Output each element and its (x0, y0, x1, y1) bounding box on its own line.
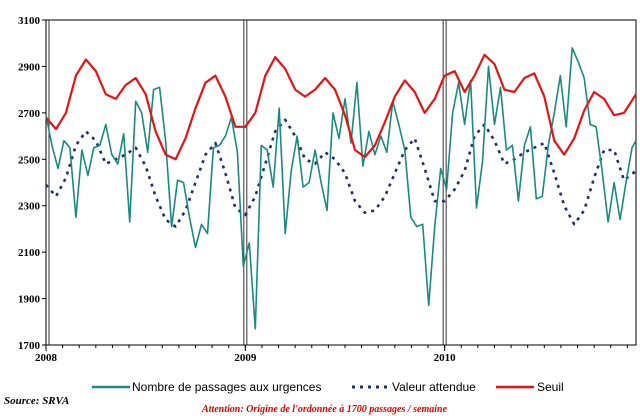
source-label: Source: SRVA (4, 395, 69, 407)
series-line-seuil (45, 53, 637, 161)
legend: Nombre de passages aux urgences Valeur a… (92, 380, 564, 394)
legend-label-passages: Nombre de passages aux urgences (132, 380, 321, 394)
x-tick-label: 2010 (434, 352, 457, 364)
y-tick-label: 2700 (18, 108, 41, 120)
y-tick-label: 2900 (18, 61, 41, 73)
series-layer (45, 47, 637, 330)
x-tick-label: 2009 (234, 352, 257, 364)
y-tick-label: 2300 (18, 201, 41, 213)
y-tick-label: 2500 (18, 154, 41, 166)
attention-note: Attention: Origine de l'ordonnée à 1700 … (201, 404, 448, 415)
plot-area (45, 19, 637, 346)
y-tick-label: 1700 (18, 340, 41, 352)
series-line-passages (45, 47, 637, 330)
axes-layer: 1700 1900 2100 2300 2500 2700 2900 3100 2008 2009… (18, 15, 628, 364)
x-tick-label: 2008 (35, 352, 58, 364)
y-tick-label: 2100 (18, 247, 41, 259)
plot-frame (45, 19, 637, 346)
y-tick-label: 3100 (18, 15, 41, 27)
series-line-attendue (45, 118, 637, 228)
legend-label-seuil: Seuil (537, 380, 564, 394)
y-tick-label: 1900 (18, 294, 41, 306)
legend-label-attendue: Valeur attendue (392, 380, 476, 394)
